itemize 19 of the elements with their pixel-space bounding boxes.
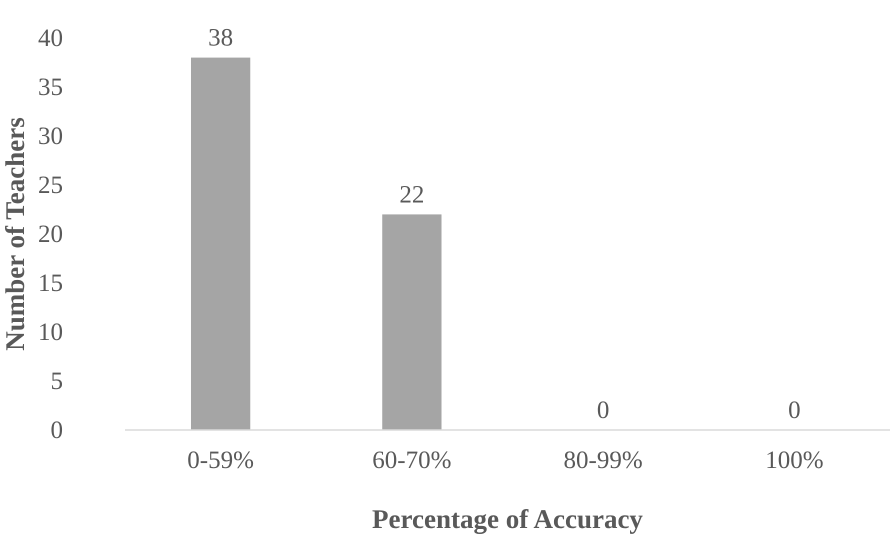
- data-label: 38: [208, 24, 234, 52]
- x-tick-label: 0-59%: [187, 446, 254, 474]
- x-tick-label: 80-99%: [564, 446, 643, 474]
- x-tick-label: 60-70%: [372, 446, 452, 474]
- y-tick-label: 5: [50, 368, 63, 395]
- y-tick-label: 0: [50, 417, 63, 444]
- y-tick-label: 15: [38, 270, 63, 297]
- x-axis-title: Percentage of Accuracy: [372, 504, 644, 534]
- x-tick-label: 100%: [765, 446, 824, 474]
- y-tick-label: 30: [38, 123, 63, 150]
- y-tick-label: 20: [38, 221, 63, 248]
- y-tick-label: 10: [38, 319, 63, 346]
- y-axis-title: Number of Teachers: [0, 117, 30, 351]
- data-label: 0: [788, 397, 801, 424]
- y-tick-label: 35: [38, 74, 63, 101]
- data-label: 0: [596, 397, 610, 424]
- y-tick-label: 40: [38, 25, 63, 52]
- data-label: 22: [399, 181, 424, 208]
- y-tick-label: 25: [38, 172, 63, 199]
